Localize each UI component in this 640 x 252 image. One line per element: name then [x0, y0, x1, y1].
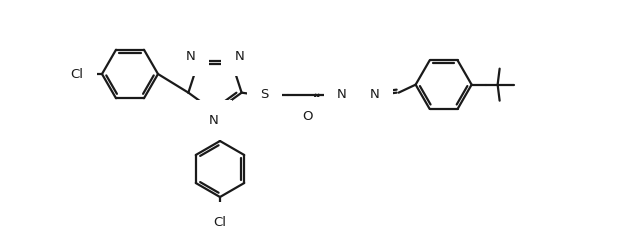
Text: Cl: Cl — [70, 68, 83, 80]
Text: N: N — [235, 50, 244, 63]
Text: N: N — [370, 88, 380, 101]
Text: Cl: Cl — [214, 215, 227, 229]
Text: H: H — [337, 82, 346, 92]
Text: N: N — [186, 50, 195, 63]
Text: O: O — [302, 110, 313, 123]
Text: S: S — [260, 88, 269, 101]
Text: N: N — [209, 113, 219, 127]
Text: N: N — [337, 88, 346, 101]
